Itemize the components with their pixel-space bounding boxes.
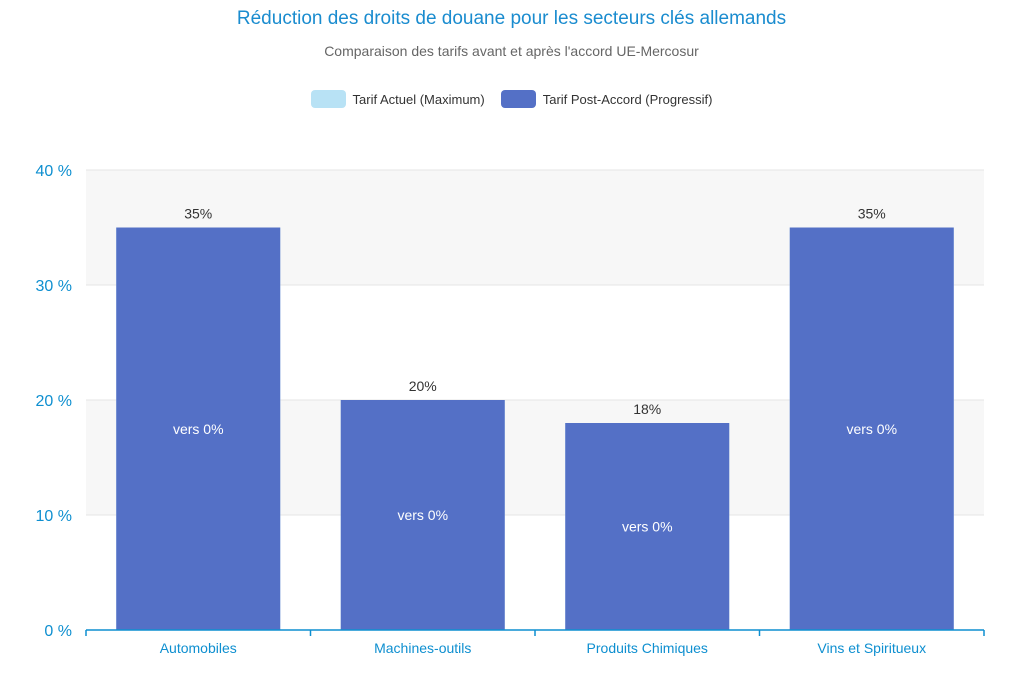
x-tick-label: Machines-outils	[374, 640, 471, 656]
legend-item-current[interactable]: Tarif Actuel (Maximum)	[310, 90, 485, 108]
y-tick-label: 30 %	[36, 278, 72, 295]
legend-item-post[interactable]: Tarif Post-Accord (Progressif)	[500, 90, 713, 108]
data-label-current: 18%	[633, 401, 661, 417]
chart-title: Réduction des droits de douane pour les …	[236, 8, 787, 29]
data-label-post: vers 0%	[397, 507, 448, 523]
data-label-current: 35%	[858, 206, 886, 222]
y-tick-label: 40 %	[36, 163, 72, 180]
x-tick-label: Automobiles	[160, 640, 237, 656]
data-label-current: 35%	[184, 206, 212, 222]
data-label-post: vers 0%	[622, 519, 673, 535]
x-tick-label: Produits Chimiques	[587, 640, 708, 656]
legend-label-post: Tarif Post-Accord (Progressif)	[542, 91, 713, 107]
legend-swatch-post	[500, 90, 536, 108]
y-tick-label: 20 %	[36, 393, 72, 410]
x-tick-label: Vins et Spiritueux	[817, 640, 926, 656]
data-label-post: vers 0%	[173, 421, 224, 437]
bar-post[interactable]	[789, 227, 954, 631]
y-tick-label: 10 %	[36, 508, 72, 525]
bar-post[interactable]	[565, 423, 730, 630]
legend: Tarif Actuel (Maximum) Tarif Post-Accord…	[0, 90, 1023, 108]
data-label-post: vers 0%	[846, 421, 897, 437]
bar-post[interactable]	[116, 227, 281, 631]
bar-post[interactable]	[340, 400, 505, 630]
legend-label-current: Tarif Actuel (Maximum)	[352, 91, 485, 107]
data-label-current: 20%	[409, 378, 437, 394]
y-tick-label: 0 %	[44, 623, 72, 640]
chart-subtitle: Comparaison des tarifs avant et après l'…	[324, 43, 699, 59]
legend-swatch-current	[310, 90, 346, 108]
